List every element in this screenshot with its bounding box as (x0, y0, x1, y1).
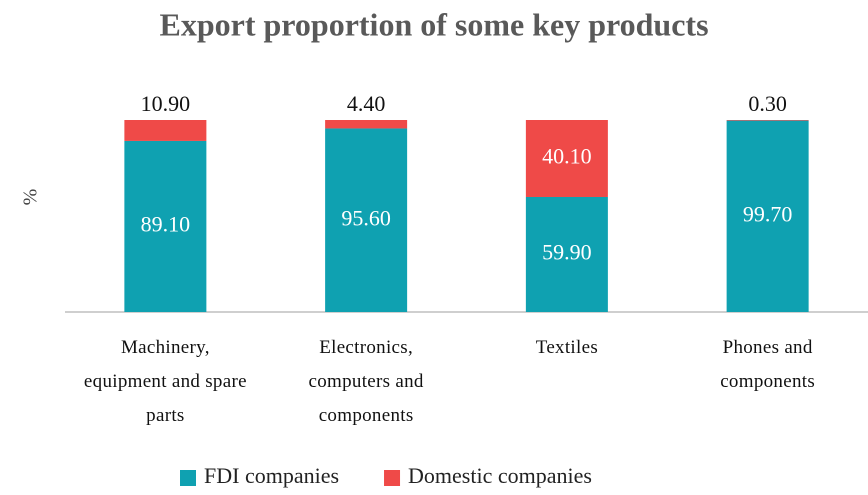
y-axis-label: % (20, 189, 42, 206)
x-tick-label: Textiles (535, 337, 599, 358)
legend-label: Domestic companies (408, 463, 592, 488)
legend-swatch (384, 470, 401, 486)
x-tick-label: Phones and components (720, 337, 816, 392)
bar-segment (726, 120, 809, 121)
data-label: 99.70 (743, 201, 793, 226)
bar-segment (325, 120, 408, 129)
data-label: 95.60 (341, 205, 391, 230)
data-label: 59.90 (542, 240, 592, 265)
x-tick-label: Electronics, computers and components (308, 337, 424, 426)
data-label: 89.10 (141, 212, 191, 237)
bar-segment (124, 120, 207, 141)
bar-segment (525, 120, 608, 197)
bar-segment (525, 196, 608, 312)
data-label: 40.10 (542, 144, 592, 169)
bar-segment (124, 140, 207, 312)
bar-segment (726, 120, 809, 313)
data-label: 4.40 (347, 91, 386, 116)
bar-segment (325, 128, 408, 312)
x-tick-label: Machinery, equipment and spare parts (83, 337, 247, 426)
data-label: 0.30 (748, 91, 787, 116)
data-label: 10.90 (141, 91, 191, 116)
chart-title: Export proportion of some key products (159, 6, 708, 42)
legend-label: FDI companies (204, 463, 339, 488)
legend-swatch (180, 470, 196, 486)
